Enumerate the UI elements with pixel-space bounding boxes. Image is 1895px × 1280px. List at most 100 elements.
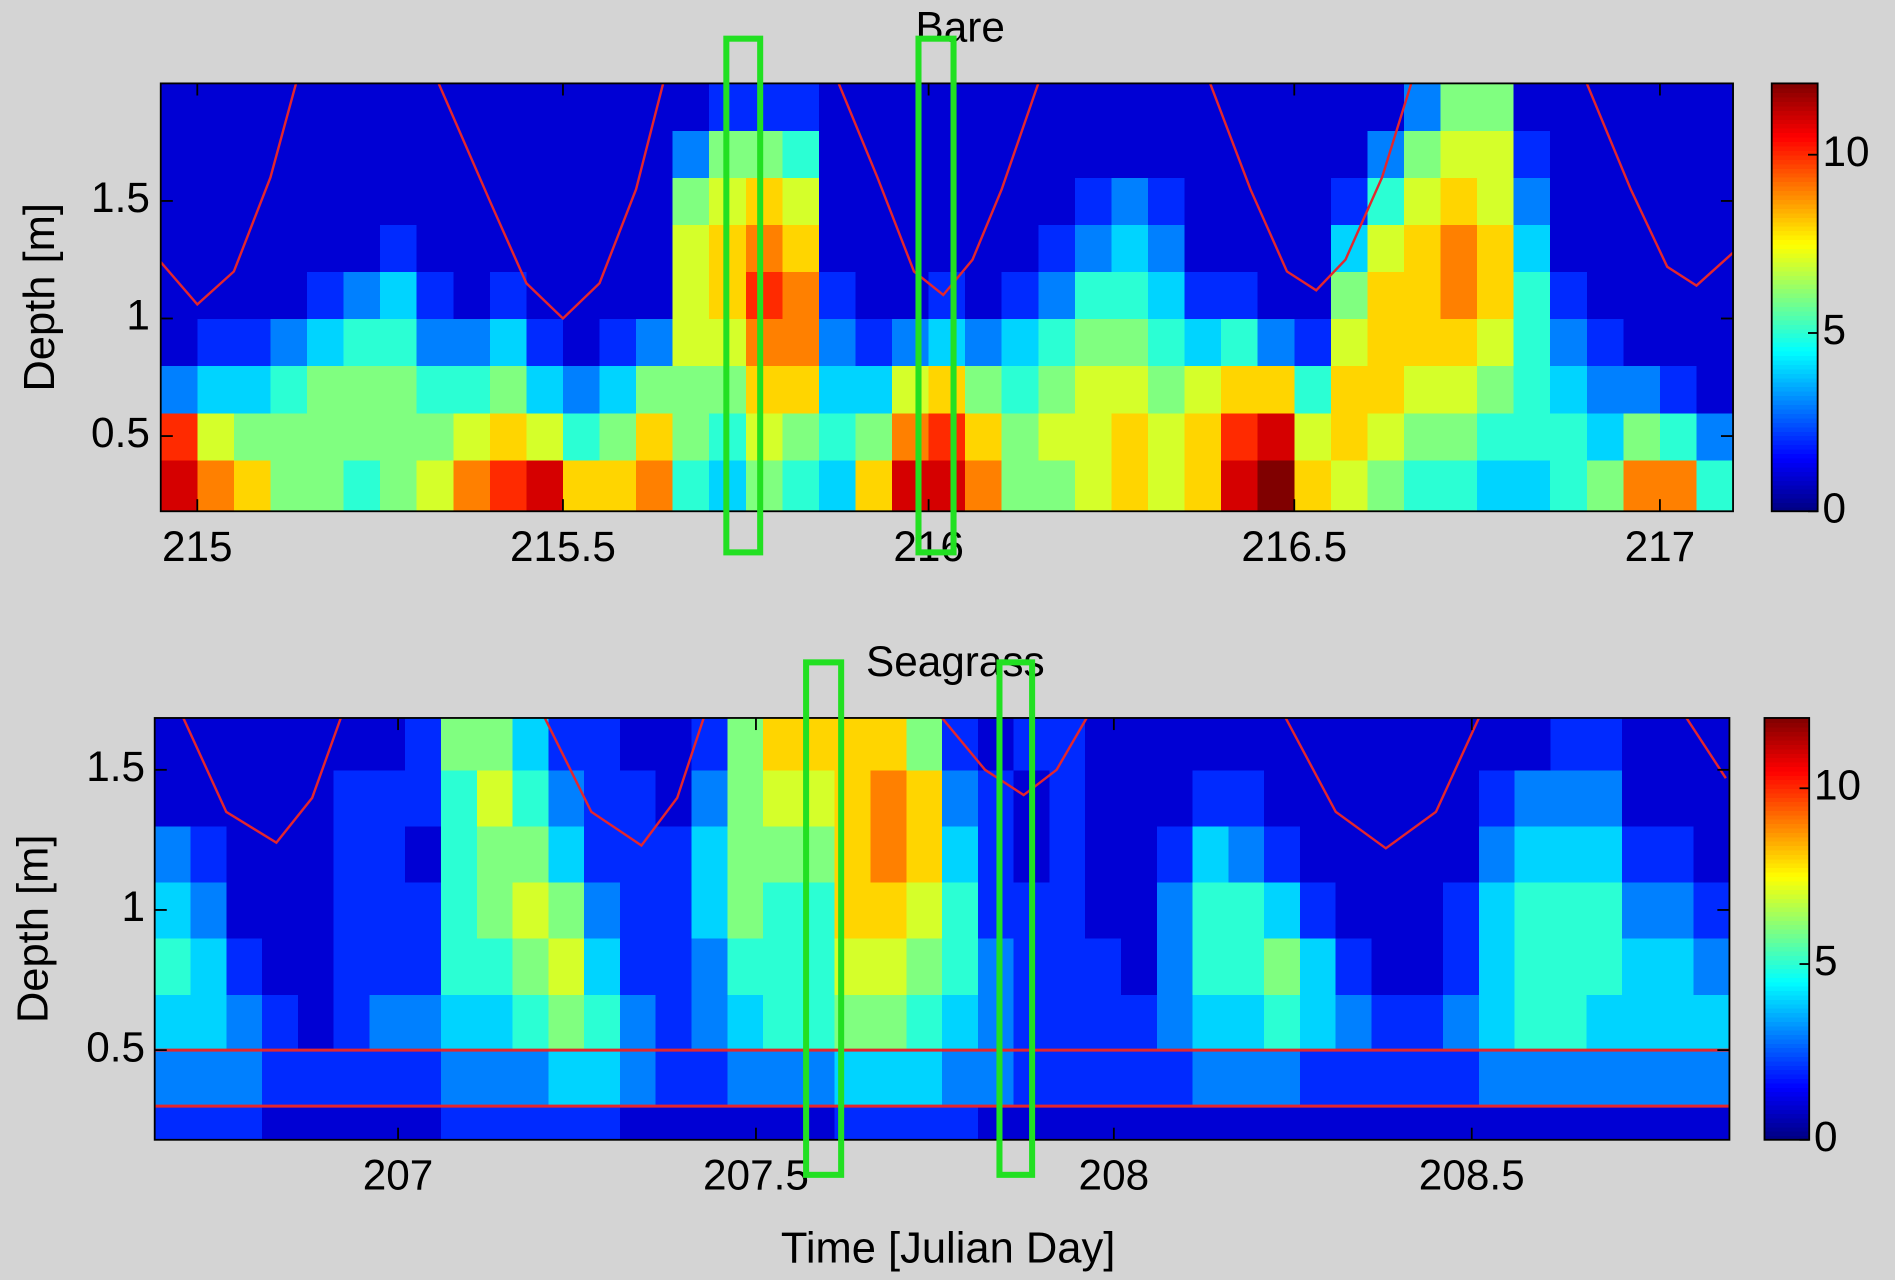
heatmap-cell [1038, 271, 1076, 320]
heatmap-cell [1407, 994, 1444, 1051]
heatmap-cell [1001, 224, 1040, 273]
colorbar-step [1764, 840, 1810, 847]
heatmap-cell [672, 271, 710, 320]
y-axis-label: Depth [m] [10, 835, 58, 1024]
heatmap-cell [226, 1050, 263, 1107]
heatmap-cell [489, 83, 528, 132]
heatmap-cell [405, 1106, 442, 1140]
heatmap-cell [1477, 412, 1515, 461]
heatmap-cell [1623, 271, 1661, 320]
heatmap-cell [906, 1050, 943, 1107]
heatmap-cell [380, 271, 418, 320]
heatmap-cell [197, 271, 235, 320]
heatmap-cell [655, 994, 693, 1051]
heatmap-cell [636, 365, 674, 414]
colorbar-step [1764, 937, 1810, 943]
heatmap-cell [636, 271, 674, 320]
heatmap-cell [855, 271, 893, 320]
colorbar-step [1764, 862, 1810, 869]
heatmap-cell [416, 412, 454, 461]
colorbar-step [1764, 1113, 1810, 1119]
heatmap-cell [489, 177, 528, 226]
heatmap-cell [1264, 937, 1301, 995]
heatmap-cell [226, 769, 263, 827]
colorbar-step [1771, 275, 1818, 281]
heatmap-cell [1257, 365, 1295, 414]
heatmap-cell [562, 318, 601, 367]
colorbar-step [1764, 779, 1810, 785]
colorbar-step [1764, 1126, 1810, 1132]
heatmap-cell [1696, 224, 1734, 273]
heatmap-cell [818, 177, 857, 226]
colorbar-step [1771, 159, 1818, 165]
heatmap-cell [343, 318, 381, 367]
heatmap-cell [1657, 769, 1695, 827]
colorbar-step [1764, 753, 1810, 759]
heatmap-cell [745, 177, 784, 226]
heatmap-cell [226, 825, 263, 883]
heatmap-cell [1371, 1106, 1409, 1140]
heatmap-cell [160, 271, 199, 320]
heatmap-cell [1148, 271, 1186, 320]
heatmap-cell [1299, 881, 1337, 939]
heatmap-cell [1085, 994, 1122, 1051]
heatmap-cell [1299, 937, 1337, 995]
colorbar-step [1771, 194, 1818, 201]
heatmap-cell [562, 83, 601, 132]
heatmap-cell [1586, 130, 1625, 179]
colorbar-step [1771, 252, 1818, 258]
heatmap-cell [870, 937, 907, 995]
heatmap-cell [1623, 130, 1661, 179]
heatmap-cell [1514, 825, 1552, 883]
heatmap-cell [892, 130, 930, 179]
heatmap-cell [306, 83, 345, 132]
y-tick-label: 0.5 [91, 409, 150, 456]
colorbar-step [1771, 226, 1818, 232]
heatmap-cell [190, 825, 227, 883]
heatmap-cell [584, 1106, 621, 1140]
heatmap-cell [405, 769, 442, 827]
heatmap-cell [1440, 318, 1478, 367]
heatmap-cell [763, 717, 800, 771]
heatmap-cell [405, 994, 442, 1051]
heatmap-cell [197, 365, 235, 414]
colorbar-step [1764, 1056, 1810, 1062]
colorbar-step [1764, 1087, 1810, 1093]
tide-line [182, 717, 1727, 850]
heatmap-cell [154, 994, 192, 1051]
heatmap-cell [672, 224, 710, 273]
colorbar-step [1771, 87, 1818, 94]
heatmap-cell [655, 717, 693, 771]
heatmap-cell [190, 769, 227, 827]
plot-frame [153, 717, 1731, 1141]
heatmap-cell [870, 994, 907, 1051]
heatmap-cell [441, 881, 478, 939]
heatmap-cell [1513, 459, 1551, 512]
colorbar-step [1771, 484, 1818, 490]
colorbar-step [1764, 827, 1810, 833]
heatmap-cell [160, 459, 199, 512]
colorbar-step [1771, 145, 1818, 151]
heatmap-cell [1257, 130, 1295, 179]
heatmap-cell [1477, 83, 1515, 132]
heatmap-cell [226, 1106, 263, 1140]
heatmap-cell [870, 769, 907, 827]
colorbar-step [1771, 475, 1818, 481]
colorbar-frame [1763, 717, 1811, 1141]
heatmap-cell [782, 224, 820, 273]
colorbar-step [1764, 950, 1810, 956]
colorbar-step [1771, 163, 1818, 169]
colorbar-step [1764, 920, 1810, 926]
colorbar-step [1764, 1100, 1810, 1106]
heatmap-cell [1192, 937, 1230, 995]
colorbar-step [1764, 801, 1810, 807]
colorbar-step [1764, 845, 1810, 851]
heatmap-cell [782, 318, 820, 367]
colorbar-step [1764, 990, 1810, 996]
heatmap-cell [1403, 412, 1442, 461]
heatmap-cell [441, 937, 478, 995]
heatmap-cell [619, 881, 657, 939]
heatmap-cell [782, 459, 820, 512]
charts: 215 215.5 216 216.5 2170.511.50510BareDepth … [10, 3, 1870, 1272]
heatmap-cell [1049, 994, 1086, 1051]
